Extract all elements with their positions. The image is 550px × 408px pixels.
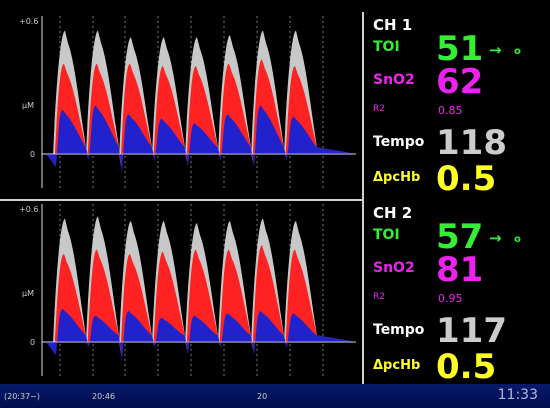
y-tick-label: 0 bbox=[30, 150, 35, 159]
time-start-label: (20:37~) bbox=[4, 392, 40, 401]
sno2-value: 62 bbox=[436, 62, 484, 102]
toi-trend: o bbox=[514, 234, 521, 245]
dpchb-label: ΔpcHb bbox=[373, 358, 421, 373]
time-axis-bar: (20:37~) 20:46 20 11:33 bbox=[0, 384, 550, 408]
series-area-1 bbox=[46, 245, 356, 356]
dpchb-value: 0.5 bbox=[436, 159, 497, 199]
channel-title: CH 2 bbox=[373, 204, 413, 222]
toi-trend: o bbox=[514, 46, 521, 57]
trend-arrow-icon: → bbox=[489, 41, 502, 59]
series-area-2 bbox=[46, 309, 356, 362]
r2-label: R2 bbox=[373, 292, 385, 302]
tempo-value: 117 bbox=[436, 311, 507, 351]
chart-ch2-svg: +0.6 0 μM bbox=[19, 204, 356, 376]
trend-arrow-icon: → bbox=[489, 229, 502, 247]
sno2-value: 81 bbox=[436, 250, 484, 290]
y-tick-label: +0.6 bbox=[19, 17, 38, 26]
r2-label: R2 bbox=[373, 104, 385, 114]
chart-ch1: +0.6 0 μM bbox=[0, 12, 362, 202]
dpchb-label: ΔpcHb bbox=[373, 170, 421, 185]
r2-value: 0.95 bbox=[438, 292, 463, 305]
toi-label: TOI bbox=[373, 227, 400, 243]
toi-value: 51 bbox=[436, 29, 484, 69]
dpchb-value: 0.5 bbox=[436, 347, 497, 387]
time-tick-label: 20:46 bbox=[92, 392, 116, 401]
series-area-2 bbox=[46, 105, 356, 174]
tempo-value: 118 bbox=[436, 123, 507, 163]
y-tick-label: +0.6 bbox=[19, 205, 38, 214]
time-tick-label: 20 bbox=[257, 392, 268, 401]
sno2-label: SnO2 bbox=[373, 72, 415, 88]
toi-label: TOI bbox=[373, 39, 400, 55]
chart-ch2: +0.6 0 μM bbox=[0, 200, 362, 390]
channel-title: CH 1 bbox=[373, 16, 413, 34]
y-axis-label: μM bbox=[22, 289, 34, 298]
clock: 11:33 bbox=[497, 387, 538, 403]
toi-value: 57 bbox=[436, 217, 484, 257]
y-axis-label: μM bbox=[22, 101, 34, 110]
chart-divider bbox=[0, 199, 362, 201]
tempo-label: Tempo bbox=[373, 322, 425, 338]
chart-ch1-svg: +0.6 0 μM bbox=[19, 16, 356, 188]
readout-panel-ch2: CH 2 TOI 57 → o SnO2 81 R2 0.95 Tempo 11… bbox=[362, 200, 550, 388]
r2-value: 0.85 bbox=[438, 104, 463, 117]
sno2-label: SnO2 bbox=[373, 260, 415, 276]
readout-panel-ch1: CH 1 TOI 51 → o SnO2 62 R2 0.85 Tempo 11… bbox=[362, 12, 550, 200]
tempo-label: Tempo bbox=[373, 134, 425, 150]
y-tick-label: 0 bbox=[30, 338, 35, 347]
